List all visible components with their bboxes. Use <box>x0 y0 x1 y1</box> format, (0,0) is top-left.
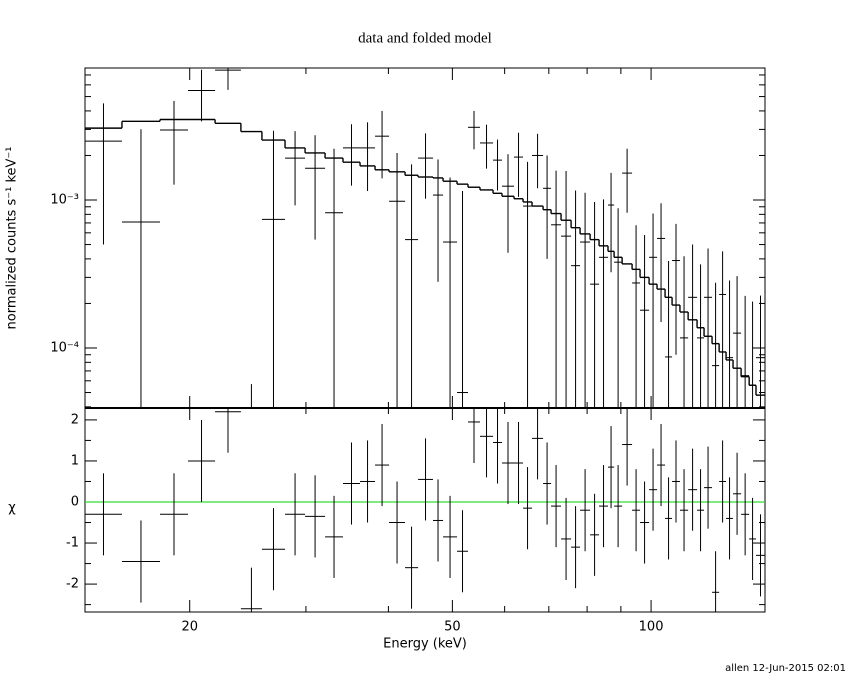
y-axis-label: normalized counts s⁻¹ keV⁻¹ <box>5 147 20 330</box>
y-tick-label: -2 <box>66 577 79 592</box>
plot-area <box>85 408 765 612</box>
x-axis-label: Energy (keV) <box>383 637 467 652</box>
x-tick-label: 20 <box>181 620 198 635</box>
y-tick-label: -1 <box>66 536 79 551</box>
y-axis-label: χ <box>8 501 16 516</box>
panel-frame <box>84 407 766 613</box>
footer: allen 12-Jun-2015 02:01 <box>725 663 846 674</box>
y-tick-label: 10⁻⁴ <box>50 340 79 355</box>
chart-title: data and folded model <box>358 30 492 46</box>
x-tick-label: 50 <box>444 620 461 635</box>
y-tick-label: 10⁻³ <box>50 193 79 208</box>
x-tick-label: 100 <box>639 620 664 635</box>
y-tick-label: 1 <box>71 453 79 468</box>
y-tick-label: 2 <box>71 412 79 427</box>
plot-area <box>85 68 765 408</box>
y-tick-label: 0 <box>71 494 79 509</box>
